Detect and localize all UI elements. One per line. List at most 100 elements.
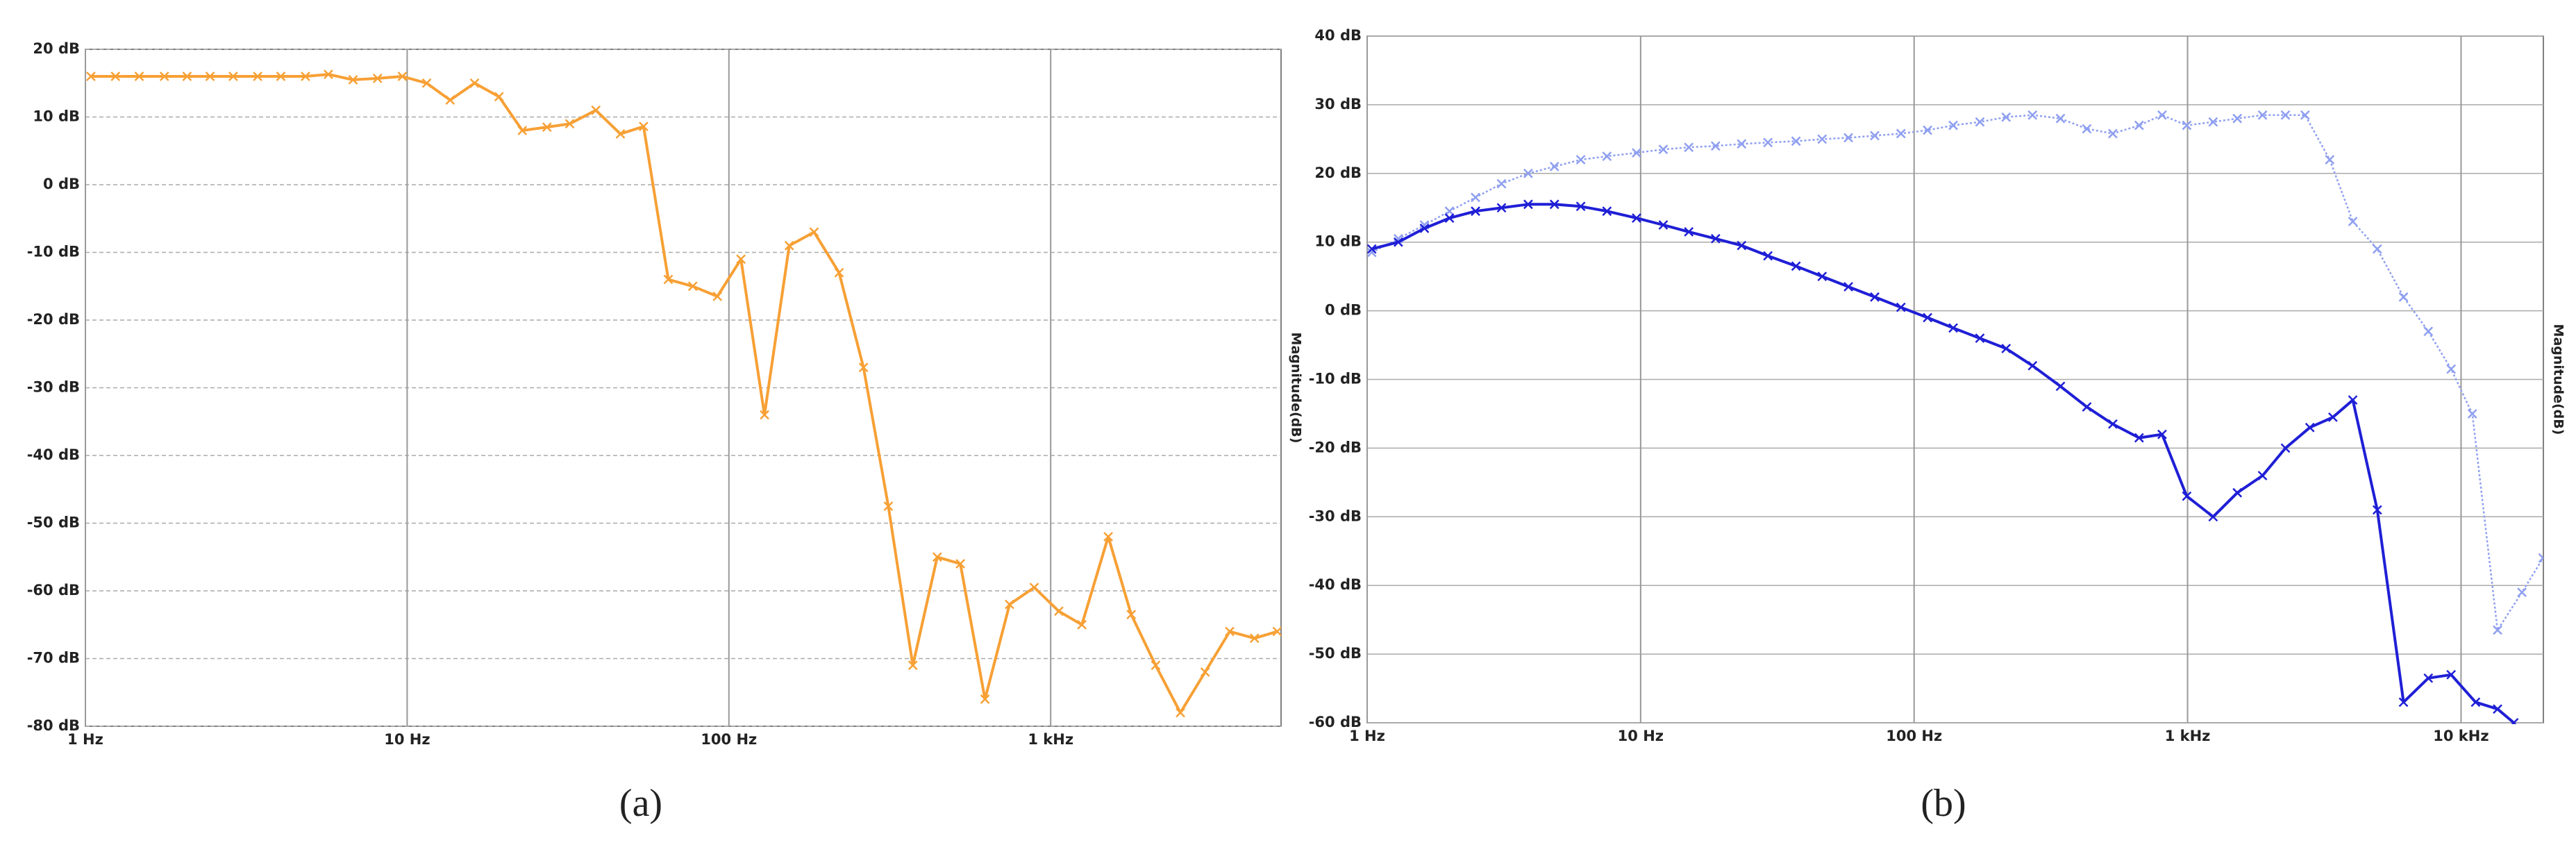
y-tick-label: -70 dB (27, 650, 80, 667)
data-point (2493, 704, 2502, 714)
x-tick-label: 1 Hz (1349, 728, 1385, 744)
data-point (1523, 199, 1533, 210)
data-point (2108, 128, 2118, 139)
data-point (517, 126, 528, 135)
y-tick-label: -10 dB (1309, 371, 1362, 387)
data-point (663, 274, 674, 285)
data-point (1923, 125, 1932, 135)
data-point (2509, 718, 2519, 724)
data-point (301, 72, 310, 81)
series-line (1371, 203, 2515, 724)
data-point (1126, 610, 1137, 620)
data-point (1975, 333, 1985, 344)
data-point (1817, 271, 1828, 282)
x-tick-label: 10 Hz (384, 731, 430, 748)
data-point (1200, 667, 1210, 677)
data-point (2423, 673, 2434, 683)
data-point (2300, 110, 2310, 120)
data-point (2305, 422, 2315, 433)
data-point (2446, 364, 2457, 374)
data-point (1658, 220, 1668, 230)
data-point (564, 119, 575, 129)
data-point (159, 72, 169, 81)
data-point (2325, 155, 2335, 165)
x-tick-label: 10 Hz (1618, 728, 1664, 744)
data-point (2348, 217, 2358, 226)
data-point (1176, 708, 1185, 718)
data-point (1496, 203, 1507, 213)
data-point (2027, 110, 2038, 120)
data-point (1791, 261, 1801, 271)
data-point (445, 95, 455, 106)
data-point (542, 122, 552, 133)
data-point (639, 122, 649, 132)
data-point (1225, 626, 1235, 637)
data-point (1632, 148, 1641, 158)
data-point (2182, 120, 2192, 131)
panel-label: (b) (1921, 782, 1966, 825)
data-point (2232, 113, 2243, 124)
data-point (2538, 553, 2543, 563)
y-tick-label: -30 dB (27, 379, 80, 396)
data-point (1870, 131, 1880, 141)
data-point (253, 72, 262, 81)
data-point (1029, 583, 1039, 593)
data-point (1496, 178, 1507, 189)
data-point (1791, 136, 1801, 146)
data-point (1103, 532, 1114, 542)
series (86, 69, 1281, 718)
data-point (1077, 619, 1087, 630)
y-tick-label: 10 dB (1314, 233, 1362, 250)
data-point (2446, 669, 2457, 680)
data-point (2001, 344, 2012, 353)
y-tick-label: 40 dB (1314, 27, 1362, 44)
data-point (834, 267, 844, 278)
data-point (736, 254, 746, 265)
y-tick-label: -30 dB (1309, 508, 1362, 524)
y-tick-label: 20 dB (1314, 165, 1362, 181)
data-point (955, 559, 966, 569)
data-point (2108, 419, 2118, 429)
data-point (421, 78, 432, 88)
data-point (2082, 124, 2092, 134)
data-point (2157, 429, 2167, 439)
data-point (1870, 292, 1880, 302)
data-point (110, 72, 121, 81)
data-point (1975, 117, 1985, 127)
data-point (494, 92, 504, 102)
data-point (1763, 251, 1773, 261)
data-point (712, 291, 723, 301)
data-point (1658, 144, 1668, 155)
data-point (2208, 512, 2218, 522)
data-point (1923, 312, 1932, 323)
data-point (2134, 120, 2144, 131)
data-point (883, 501, 894, 512)
data-point (1575, 201, 1586, 212)
data-point (1948, 120, 1958, 131)
data-point (809, 227, 819, 237)
data-point (2055, 381, 2066, 392)
data-point (397, 72, 408, 81)
data-point (2372, 505, 2382, 515)
data-point (2348, 395, 2358, 405)
y-tick-label: -60 dB (1309, 714, 1362, 730)
data-point (1054, 606, 1064, 617)
x-tick-label: 1 Hz (67, 731, 103, 748)
data-point (1843, 133, 1853, 143)
chart: -60 dB -50 dB -40 dB -30 dB -20 dB -10 dB 0 dB… (1309, 27, 2566, 825)
data-point (858, 362, 869, 373)
data-point (1444, 206, 1455, 217)
data-point (86, 72, 96, 81)
x-tick-label: 100 Hz (701, 731, 757, 748)
data-point (2372, 244, 2382, 254)
y-tick-label: -50 dB (27, 514, 80, 531)
y-tick-label: -80 dB (27, 717, 80, 734)
data-point (2517, 587, 2527, 597)
data-point (2055, 113, 2066, 124)
data-point (2280, 443, 2291, 453)
data-point (205, 72, 215, 81)
data-point (1249, 633, 1260, 644)
data-point (2280, 110, 2291, 120)
data-point (1471, 192, 1480, 203)
